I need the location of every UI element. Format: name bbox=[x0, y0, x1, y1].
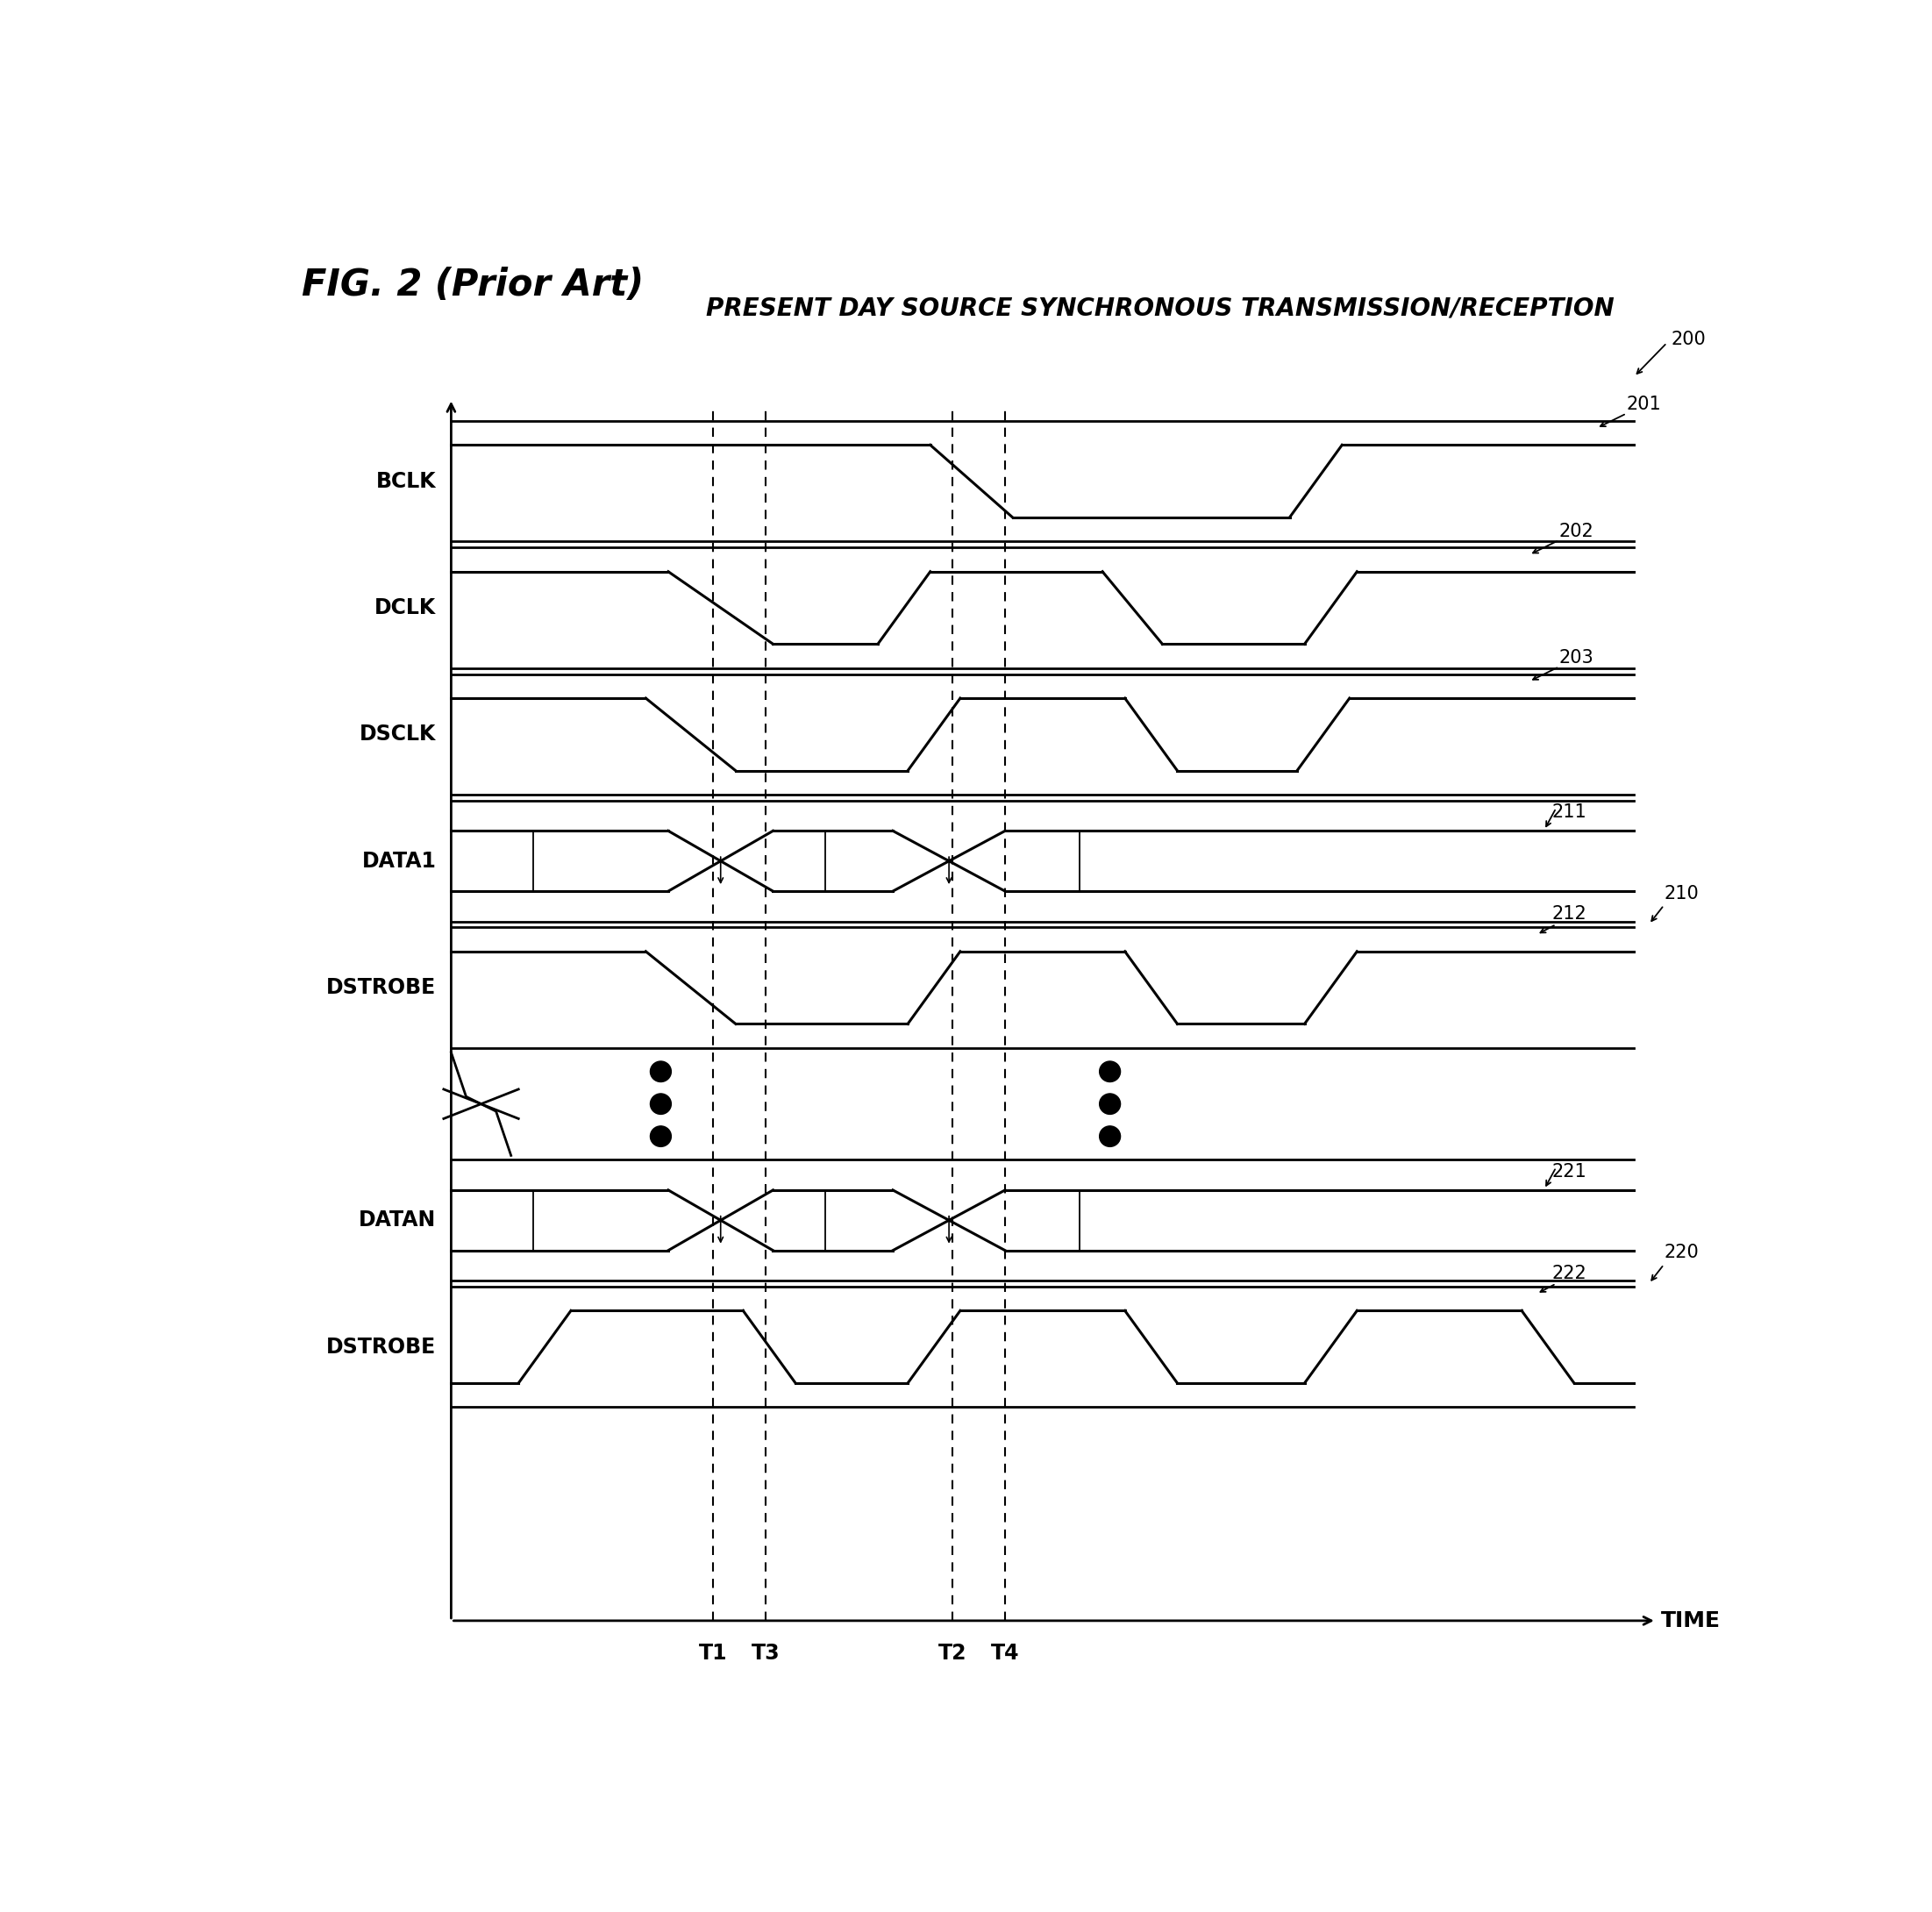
Text: FIG. 2 (Prior Art): FIG. 2 (Prior Art) bbox=[301, 266, 643, 304]
Text: BCLK: BCLK bbox=[377, 470, 437, 491]
Text: 212: 212 bbox=[1551, 904, 1586, 923]
Text: DATAN: DATAN bbox=[359, 1210, 437, 1231]
Text: 210: 210 bbox=[1663, 885, 1698, 902]
Circle shape bbox=[651, 1126, 670, 1147]
Circle shape bbox=[651, 1094, 670, 1115]
Text: PRESENT DAY SOURCE SYNCHRONOUS TRANSMISSION/RECEPTION: PRESENT DAY SOURCE SYNCHRONOUS TRANSMISS… bbox=[705, 296, 1613, 319]
Text: 200: 200 bbox=[1671, 331, 1706, 348]
Circle shape bbox=[651, 1061, 670, 1082]
Text: 202: 202 bbox=[1559, 522, 1594, 539]
Text: DSTROBE: DSTROBE bbox=[327, 977, 437, 998]
Text: DSTROBE: DSTROBE bbox=[327, 1336, 437, 1358]
Text: 222: 222 bbox=[1551, 1264, 1586, 1283]
Text: DATA1: DATA1 bbox=[361, 851, 437, 872]
Text: T1: T1 bbox=[699, 1642, 728, 1663]
Text: T2: T2 bbox=[939, 1642, 968, 1663]
Text: T4: T4 bbox=[991, 1642, 1020, 1663]
Text: 211: 211 bbox=[1551, 803, 1586, 820]
Text: T3: T3 bbox=[752, 1642, 781, 1663]
Text: DCLK: DCLK bbox=[375, 597, 437, 618]
Circle shape bbox=[1099, 1061, 1121, 1082]
Text: 221: 221 bbox=[1551, 1162, 1586, 1180]
Circle shape bbox=[1099, 1094, 1121, 1115]
Text: 220: 220 bbox=[1663, 1245, 1698, 1262]
Text: 203: 203 bbox=[1559, 650, 1594, 667]
Circle shape bbox=[1099, 1126, 1121, 1147]
Text: 201: 201 bbox=[1627, 396, 1662, 413]
Text: DSCLK: DSCLK bbox=[359, 725, 437, 746]
Text: TIME: TIME bbox=[1662, 1610, 1721, 1631]
